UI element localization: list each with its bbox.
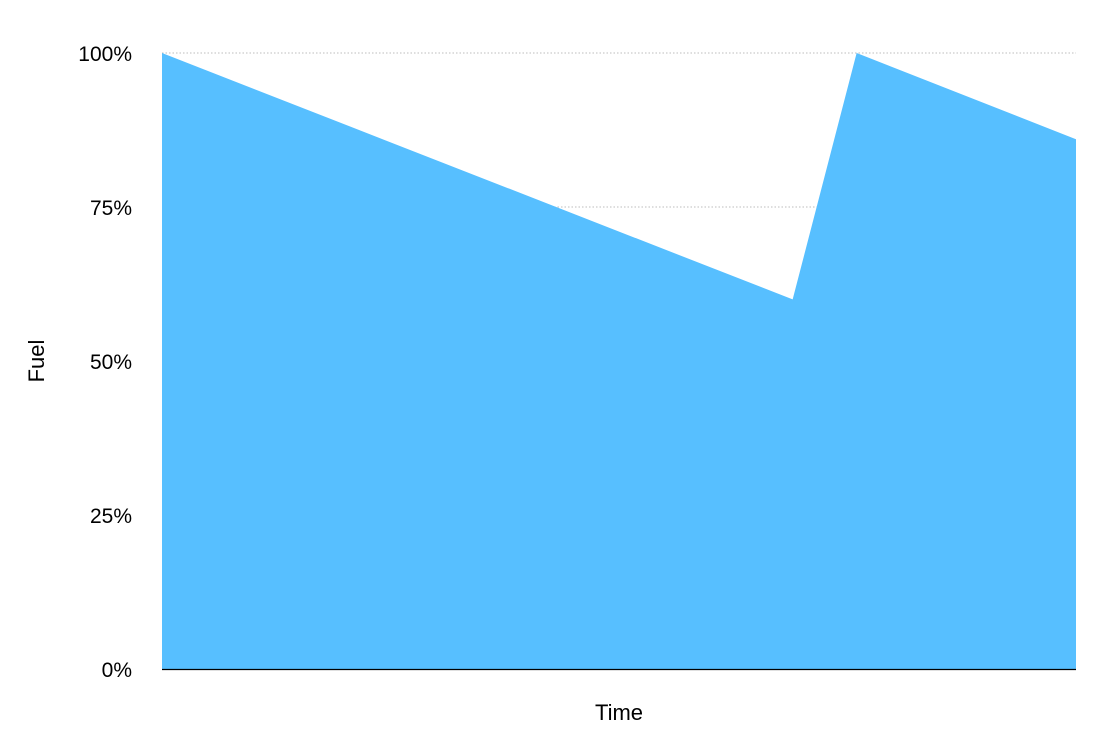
area-series-0 xyxy=(162,53,1076,669)
y-tick-label-2: 50% xyxy=(90,351,132,374)
y-tick-label-0: 0% xyxy=(102,659,132,682)
y-axis-title: Fuel xyxy=(24,340,49,383)
y-tick-label-3: 75% xyxy=(90,197,132,220)
y-tick-label-1: 25% xyxy=(90,505,132,528)
y-tick-label-4: 100% xyxy=(78,43,132,66)
area-series xyxy=(162,53,1076,669)
x-axis-title: Time xyxy=(595,700,643,725)
y-tick-labels: 0% 25% 50% 75% 100% xyxy=(78,43,132,682)
